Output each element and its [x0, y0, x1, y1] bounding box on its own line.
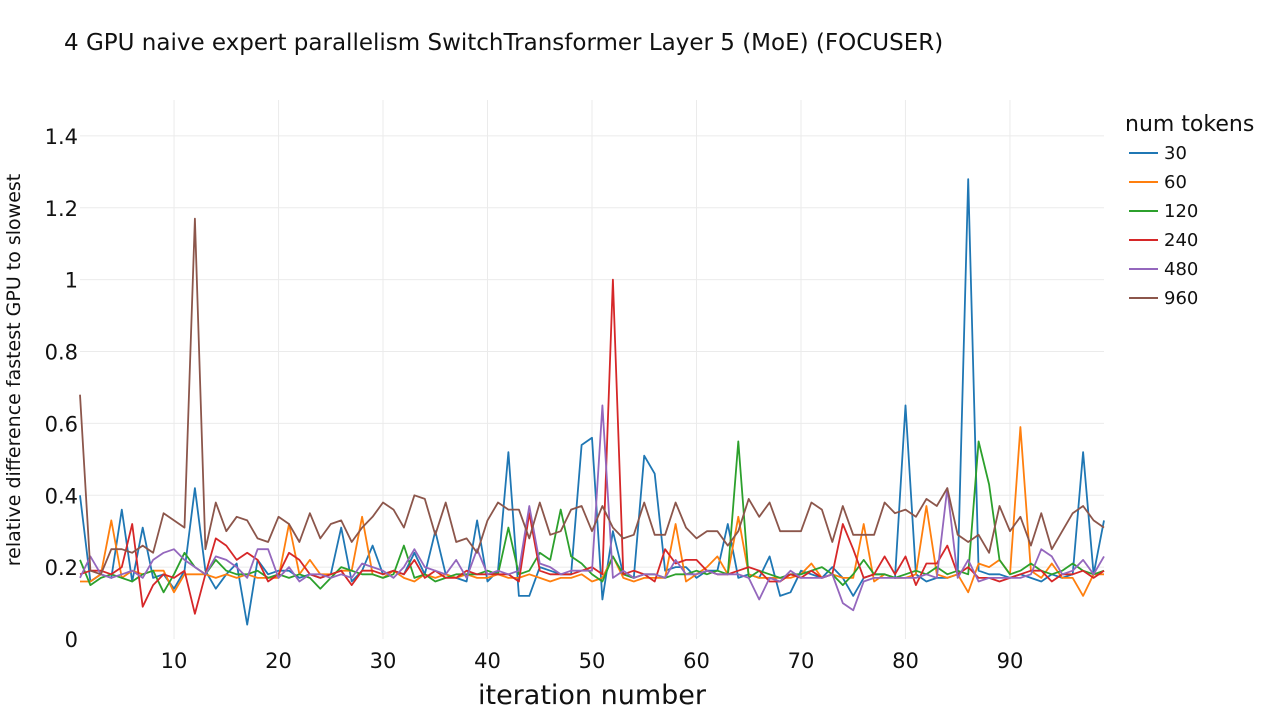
y-tick-label: 1 [65, 269, 78, 293]
legend-title: num tokens [1125, 112, 1254, 137]
series-line-120 [79, 440, 1105, 594]
series-line-60 [80, 426, 1104, 597]
x-axis-title: iteration number [478, 680, 707, 711]
x-tick-label: 30 [370, 649, 397, 673]
legend-label-120: 120 [1164, 201, 1198, 222]
x-tick-label: 10 [161, 649, 188, 673]
legend-label-30: 30 [1164, 143, 1187, 164]
x-tick-label: 80 [892, 649, 919, 673]
x-axis-ticks: 10 20 30 40 50 60 70 80 90 [161, 649, 1024, 673]
x-tick-label: 70 [788, 649, 815, 673]
x-tick-label: 20 [265, 649, 292, 673]
y-axis-title: relative difference fastest GPU to slowe… [3, 174, 25, 567]
legend-label-60: 60 [1164, 172, 1187, 193]
legend-label-960: 960 [1164, 288, 1198, 309]
x-tick-label: 40 [474, 649, 501, 673]
y-tick-label: 1.4 [45, 125, 78, 149]
series-line-480 [79, 404, 1105, 612]
y-axis-ticks: 0 0.2 0.4 0.6 0.8 1 1.2 1.4 [45, 125, 78, 652]
x-tick-label: 50 [579, 649, 606, 673]
chart-title: 4 GPU naive expert parallelism SwitchTra… [64, 30, 943, 56]
y-tick-label: 0 [65, 628, 78, 652]
y-tick-label: 0.8 [45, 341, 78, 365]
y-tick-label: 0.2 [45, 556, 78, 580]
series-lines [79, 178, 1105, 626]
x-tick-label: 60 [683, 649, 710, 673]
y-tick-label: 1.2 [45, 197, 78, 221]
series-line-960 [79, 217, 1105, 576]
legend: num tokens 30 60 120 240 480 960 [1125, 112, 1254, 309]
grid [80, 100, 1104, 639]
legend-label-480: 480 [1164, 259, 1198, 280]
y-tick-label: 0.6 [45, 412, 78, 436]
series-line-30 [79, 178, 1105, 626]
y-tick-label: 0.4 [45, 484, 78, 508]
x-tick-label: 90 [997, 649, 1024, 673]
legend-label-240: 240 [1164, 230, 1198, 251]
